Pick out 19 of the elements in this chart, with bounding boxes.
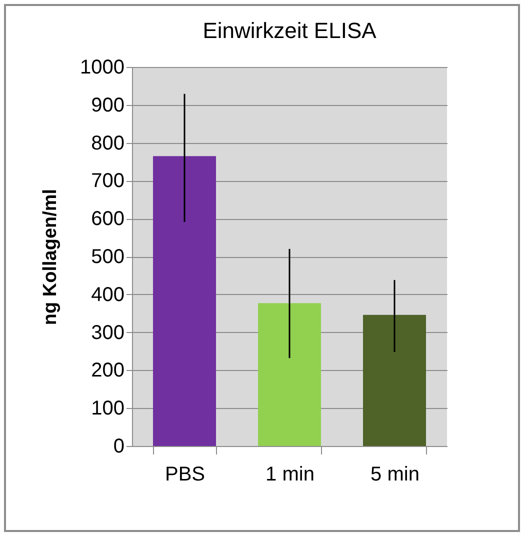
y-tick-label: 800 (91, 132, 124, 154)
y-tick-label: 600 (91, 208, 124, 230)
bar (258, 303, 321, 446)
y-tick-label: 200 (91, 360, 124, 382)
y-axis-title: ng Kollagen/ml (40, 188, 62, 326)
y-tick-label: 900 (91, 94, 124, 116)
y-tick-label: 0 (113, 436, 124, 458)
y-tick-label: 1000 (80, 56, 124, 78)
chart-title: Einwirkzeit ELISA (202, 18, 377, 43)
y-tick-label: 300 (91, 322, 124, 344)
y-tick-label: 500 (91, 246, 124, 268)
x-tick-label: PBS (164, 464, 206, 486)
bar (153, 156, 216, 446)
y-tick-label: 100 (91, 398, 124, 420)
x-tick-label: 5 min (370, 464, 420, 486)
y-tick-label: 400 (91, 284, 124, 306)
bar (363, 314, 426, 446)
x-tick-label: 1 min (266, 464, 314, 486)
y-tick-label: 700 (91, 170, 124, 192)
